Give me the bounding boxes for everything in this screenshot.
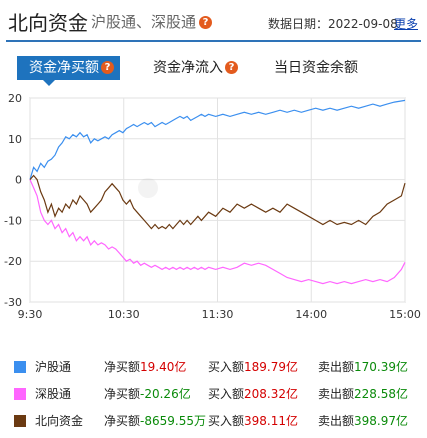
header: 北向资金 沪股通、深股通 ? 数据日期：2022-09-08 更多 (0, 0, 427, 40)
sell-label: 卖出额 (318, 360, 355, 374)
buy-label: 买入额 (208, 360, 245, 374)
legend-swatch-sz (14, 388, 26, 400)
legend-buy: 买入额208.32亿 (208, 381, 298, 407)
x-tick-label: 10:30 (108, 308, 140, 321)
net-value: -20.26亿 (140, 387, 191, 401)
y-tick-label: -20 (4, 255, 22, 268)
buy-label: 买入额 (208, 414, 245, 428)
y-tick-label: 10 (8, 133, 22, 146)
legend-net: 净买额19.40亿 (104, 354, 186, 380)
watermark (138, 178, 158, 198)
watermark-logo-icon (138, 178, 158, 198)
series-line-sh (29, 99, 406, 180)
legend-swatch-sh (14, 361, 26, 373)
legend-net: 净买额-8659.55万 (104, 408, 206, 434)
x-axis: 9:30 10:30 11:30 14:00 15:00 (18, 308, 421, 321)
more-link[interactable]: 更多 (394, 17, 419, 31)
x-tick-label: 14:00 (295, 308, 327, 321)
net-value: 19.40亿 (140, 360, 187, 374)
net-label: 净买额 (104, 414, 141, 428)
tab-daily-balance[interactable]: 当日资金余额 (274, 56, 358, 80)
legend-buy: 买入额398.11亿 (208, 408, 298, 434)
sell-value: 398.97亿 (354, 414, 409, 428)
net-label: 净买额 (104, 360, 141, 374)
y-tick-label: -10 (4, 214, 22, 227)
tab-net-inflow[interactable]: 资金净流入? (153, 56, 238, 80)
tab-net-buy-label: 资金净买额 (29, 60, 99, 76)
tab-bar: 资金净买额? 资金净流入? 当日资金余额 (0, 56, 427, 86)
legend-swatch-total (14, 415, 26, 427)
header-divider (6, 40, 421, 42)
chart-lines (29, 99, 406, 285)
y-tick-label: 20 (8, 92, 22, 105)
buy-label: 买入额 (208, 387, 245, 401)
help-icon[interactable]: ? (101, 60, 114, 74)
legend-sell: 卖出额398.97亿 (318, 408, 408, 434)
legend-sell: 卖出额170.39亿 (318, 354, 408, 380)
help-icon[interactable]: ? (199, 16, 212, 29)
series-line-sz (29, 179, 406, 285)
sell-label: 卖出额 (318, 387, 355, 401)
legend-name: 北向资金 (35, 414, 84, 428)
page-title: 北向资金 (8, 11, 88, 35)
series-line-total (29, 174, 406, 230)
y-tick-label: -30 (4, 296, 22, 309)
tab-net-inflow-label: 资金净流入 (153, 60, 223, 76)
x-tick-label: 9:30 (18, 308, 43, 321)
y-tick-label: 0 (15, 174, 22, 187)
legend-row-total: 北向资金 净买额-8659.55万 买入额398.11亿 卖出额398.97亿 (0, 408, 427, 434)
sell-label: 卖出额 (318, 414, 355, 428)
legend-row-sh: 沪股通 净买额19.40亿 买入额189.79亿 卖出额170.39亿 (0, 354, 427, 380)
page-subtitle: 沪股通、深股通 (91, 13, 197, 31)
y-axis: 20 10 0 -10 -20 -30 (4, 92, 22, 309)
legend-name: 沪股通 (35, 360, 72, 374)
data-date: 数据日期：2022-09-08 (268, 17, 398, 31)
sell-value: 228.58亿 (354, 387, 409, 401)
legend-name: 深股通 (35, 387, 72, 401)
sell-value: 170.39亿 (354, 360, 409, 374)
active-tab-pointer (43, 80, 55, 86)
buy-value: 208.32亿 (244, 387, 299, 401)
x-tick-label: 15:00 (389, 308, 421, 321)
net-label: 净买额 (104, 387, 141, 401)
buy-value: 398.11亿 (244, 414, 299, 428)
legend-row-sz: 深股通 净买额-20.26亿 买入额208.32亿 卖出额228.58亿 (0, 381, 427, 407)
legend-buy: 买入额189.79亿 (208, 354, 298, 380)
tab-net-buy[interactable]: 资金净买额? (17, 56, 120, 80)
buy-value: 189.79亿 (244, 360, 299, 374)
net-buy-chart: 20 10 0 -10 -20 -30 9:30 10:30 11:30 14:00 15:00 (4, 92, 421, 321)
tab-daily-balance-label: 当日资金余额 (274, 60, 358, 76)
help-icon[interactable]: ? (225, 60, 238, 74)
net-value: -8659.55万 (140, 414, 206, 428)
chart-grid (29, 97, 406, 303)
legend-net: 净买额-20.26亿 (104, 381, 191, 407)
legend-sell: 卖出额228.58亿 (318, 381, 408, 407)
x-tick-label: 11:30 (202, 308, 234, 321)
